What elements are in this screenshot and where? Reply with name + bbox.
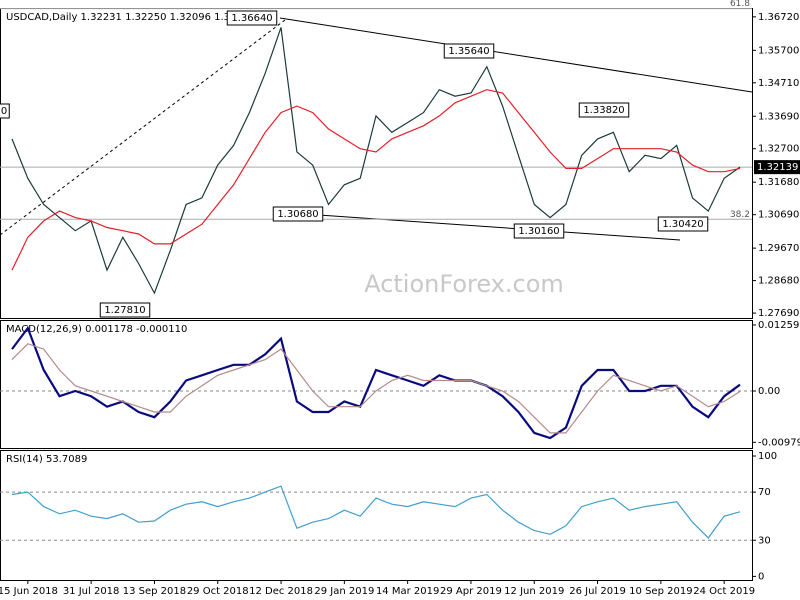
x-tick-label: 29 Oct 2018 bbox=[187, 586, 249, 597]
x-tick-label: 10 Sep 2019 bbox=[629, 586, 692, 597]
watermark: ActionForex.com bbox=[364, 270, 564, 298]
x-tick-label: 29 Jan 2019 bbox=[314, 586, 374, 597]
x-tick-label: 15 Jun 2018 bbox=[0, 586, 58, 597]
macd-panel bbox=[0, 320, 753, 449]
annotation-box bbox=[272, 206, 324, 222]
last-price-box bbox=[754, 160, 800, 175]
y-tick-label: 0.012599 bbox=[758, 320, 800, 331]
annotation-box bbox=[657, 216, 709, 232]
y-tick-label: -0.00979 bbox=[758, 437, 800, 448]
chart-title: USDCAD,Daily 1.32231 1.32250 1.32096 1.3… bbox=[6, 12, 256, 23]
x-tick-label: 14 Mar 2019 bbox=[376, 586, 439, 597]
x-tick-label: 29 Apr 2019 bbox=[440, 586, 502, 597]
series-line bbox=[11, 89, 741, 271]
annotation: 1.30420 bbox=[662, 219, 703, 230]
y-tick-label: 1.35700 bbox=[758, 45, 799, 56]
y-tick-label: 1.28680 bbox=[758, 276, 799, 287]
y-tick-label: 1.36720 bbox=[758, 12, 799, 23]
annotation: 1.35640 bbox=[448, 46, 489, 57]
chart-title: MACD(12,26,9) 0.001178 -0.000110 bbox=[6, 324, 187, 335]
x-tick-label: 12 Jun 2019 bbox=[504, 586, 564, 597]
y-tick-label: 30 bbox=[758, 535, 771, 546]
y-tick-label: 1.31680 bbox=[758, 177, 799, 188]
annotation-box bbox=[513, 223, 565, 239]
x-tick-label: 13 Sep 2018 bbox=[123, 586, 186, 597]
y-tick-label: 100 bbox=[758, 451, 777, 462]
annotation-box bbox=[99, 302, 151, 318]
x-tick-label: 12 Dec 2018 bbox=[249, 586, 313, 597]
last-price-label: 1.32139 bbox=[757, 162, 798, 173]
y-tick-label: 1.34710 bbox=[758, 78, 799, 89]
y-tick-label: 0 bbox=[758, 571, 764, 582]
y-tick-label: 1.27690 bbox=[758, 308, 799, 319]
y-tick-label: 1.33690 bbox=[758, 111, 799, 122]
y-tick-label: 1.29670 bbox=[758, 243, 799, 254]
annotation-box bbox=[443, 43, 495, 59]
series-line bbox=[11, 27, 741, 295]
chart-title: RSI(14) 53.7089 bbox=[6, 454, 87, 465]
annotation: 1.27810 bbox=[104, 305, 145, 316]
y-tick-label: 1.32700 bbox=[758, 144, 799, 155]
series-line bbox=[11, 325, 741, 440]
y-tick-label: 0.00 bbox=[758, 386, 780, 397]
trend-line bbox=[279, 17, 753, 93]
annotation: 1.33820 bbox=[583, 105, 624, 116]
annotation: 0 bbox=[1, 106, 7, 117]
fib-label: 61.8 bbox=[730, 0, 750, 9]
x-tick-label: 31 Jul 2018 bbox=[63, 586, 120, 597]
series-line bbox=[11, 343, 741, 434]
trend-line bbox=[289, 212, 681, 241]
annotation: 1.30160 bbox=[518, 226, 559, 237]
annotation-box bbox=[578, 102, 630, 118]
y-tick-label: 70 bbox=[758, 487, 771, 498]
annotation: 1.36640 bbox=[231, 13, 272, 24]
rsi-panel bbox=[0, 450, 753, 581]
fib-label: 38.2 bbox=[730, 210, 750, 220]
x-tick-label: 26 Jul 2019 bbox=[569, 586, 626, 597]
annotation-box bbox=[226, 10, 278, 26]
annotation-box bbox=[0, 103, 10, 119]
series-line bbox=[11, 485, 741, 539]
annotation: 1.30680 bbox=[277, 209, 318, 220]
x-tick-label: 24 Oct 2019 bbox=[693, 586, 755, 597]
y-tick-label: 1.30690 bbox=[758, 210, 799, 221]
